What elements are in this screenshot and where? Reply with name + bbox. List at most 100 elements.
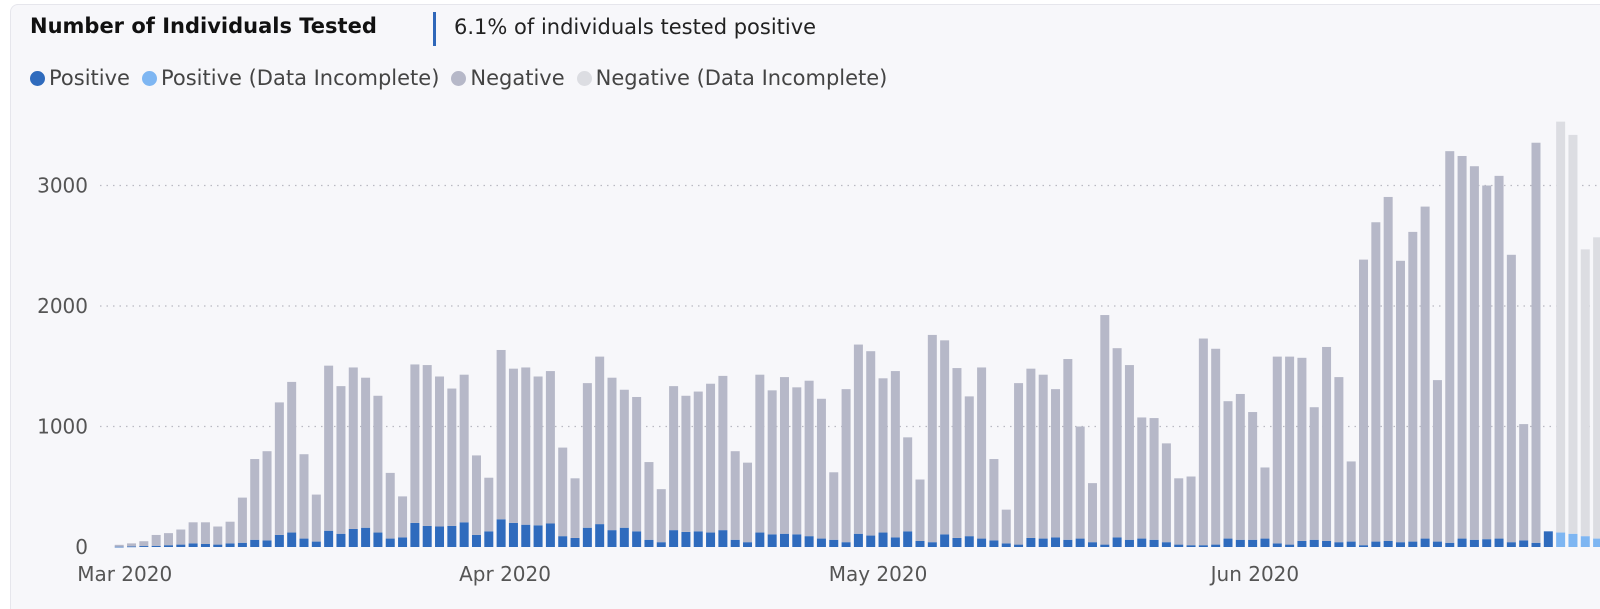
bar-negative[interactable] xyxy=(410,364,420,523)
bar-positive[interactable] xyxy=(151,545,161,547)
bar-negative[interactable] xyxy=(1346,461,1356,542)
bar-negative[interactable] xyxy=(1482,185,1492,540)
bar-negative[interactable] xyxy=(767,390,777,535)
day-bar[interactable] xyxy=(348,367,358,547)
bar-positive[interactable] xyxy=(1506,542,1516,547)
day-bar[interactable] xyxy=(619,389,629,547)
bar-positive[interactable] xyxy=(287,532,297,547)
day-bar[interactable] xyxy=(1322,346,1332,547)
bar-positive[interactable] xyxy=(508,522,518,547)
day-bar[interactable] xyxy=(533,376,543,547)
day-bar[interactable] xyxy=(1494,175,1504,547)
bar-positive[interactable] xyxy=(595,524,605,547)
day-bar[interactable] xyxy=(1161,443,1171,547)
bar-positive[interactable] xyxy=(1420,538,1430,547)
day-bar[interactable] xyxy=(952,368,962,547)
bar-positive[interactable] xyxy=(237,542,247,547)
bar-negative[interactable] xyxy=(373,395,383,533)
bar-negative[interactable] xyxy=(1014,383,1024,545)
bar-positive[interactable] xyxy=(582,527,592,547)
day-bar[interactable] xyxy=(903,437,913,547)
bar-positive[interactable] xyxy=(1322,540,1332,547)
day-bar[interactable] xyxy=(139,541,149,547)
bar-positive[interactable] xyxy=(114,546,124,548)
day-bar[interactable] xyxy=(964,396,974,547)
day-bar[interactable] xyxy=(779,377,789,547)
day-bar[interactable] xyxy=(237,497,247,547)
bar-negative[interactable] xyxy=(718,375,728,531)
bar-negative[interactable] xyxy=(484,477,494,532)
day-bar[interactable] xyxy=(1457,155,1467,547)
day-bar[interactable] xyxy=(1432,380,1442,547)
bar-positive[interactable] xyxy=(1359,545,1369,547)
bar-negative[interactable] xyxy=(656,489,666,543)
day-bar[interactable] xyxy=(1445,151,1455,547)
bar-positive[interactable] xyxy=(1543,531,1553,547)
bar-positive[interactable] xyxy=(977,538,987,547)
bar-negative[interactable] xyxy=(1297,357,1307,541)
day-bar[interactable] xyxy=(274,402,284,547)
bar-positive[interactable] xyxy=(669,530,679,547)
bar-positive[interactable] xyxy=(1198,545,1208,547)
bar-negative[interactable] xyxy=(1112,348,1122,538)
day-bar[interactable] xyxy=(545,371,555,547)
bar-positive[interactable] xyxy=(422,525,432,547)
bar-negative[interactable] xyxy=(582,383,592,528)
bar-negative[interactable] xyxy=(903,437,913,532)
bar-positive[interactable] xyxy=(324,530,334,547)
day-bar[interactable] xyxy=(508,368,518,547)
bar-positive[interactable] xyxy=(1149,539,1159,547)
day-bar[interactable] xyxy=(1334,377,1344,547)
day-bar[interactable] xyxy=(225,521,235,547)
bar-positive[interactable] xyxy=(755,532,765,547)
bar-positive[interactable] xyxy=(385,538,395,547)
bar-positive[interactable] xyxy=(348,528,358,547)
day-bar[interactable] xyxy=(656,489,666,547)
bar-positive[interactable] xyxy=(311,541,321,547)
day-bar[interactable] xyxy=(496,349,506,547)
day-bar[interactable] xyxy=(324,365,334,547)
bar-positive[interactable] xyxy=(1124,539,1134,547)
day-bar[interactable] xyxy=(1408,231,1418,547)
day-bar[interactable] xyxy=(607,377,617,547)
bar-negative[interactable] xyxy=(324,365,334,531)
day-bar[interactable] xyxy=(767,390,777,547)
bar-positive[interactable] xyxy=(656,542,666,547)
day-bar[interactable] xyxy=(915,479,925,547)
bar-negative[interactable] xyxy=(755,374,765,533)
legend-item-negative-incomplete[interactable]: Negative (Data Incomplete) xyxy=(576,66,887,90)
day-bar[interactable] xyxy=(1383,196,1393,547)
bar-positive[interactable] xyxy=(1494,538,1504,547)
bar-negative[interactable] xyxy=(1198,338,1208,546)
bar-negative[interactable] xyxy=(940,340,950,535)
day-bar[interactable] xyxy=(743,462,753,547)
bar-positive[interactable] xyxy=(841,542,851,547)
bar-positive[interactable] xyxy=(250,539,260,547)
bar-negative[interactable] xyxy=(545,371,555,524)
bar-negative[interactable] xyxy=(176,529,186,545)
bar-negative-incomplete[interactable] xyxy=(1593,237,1600,539)
day-bar[interactable] xyxy=(435,376,445,547)
bar-positive[interactable] xyxy=(952,537,962,547)
bar-negative[interactable] xyxy=(1494,175,1504,539)
day-bar[interactable] xyxy=(1285,356,1295,547)
bar-negative[interactable] xyxy=(1334,377,1344,543)
bar-positive[interactable] xyxy=(188,543,198,547)
day-bar[interactable] xyxy=(718,375,728,547)
bar-positive[interactable] xyxy=(1174,544,1184,547)
bar-negative[interactable] xyxy=(952,368,962,538)
day-bar[interactable] xyxy=(459,374,469,547)
day-bar[interactable] xyxy=(792,387,802,547)
bar-negative[interactable] xyxy=(422,365,432,526)
bar-positive[interactable] xyxy=(262,540,272,547)
bar-negative[interactable] xyxy=(1383,196,1393,541)
bar-negative[interactable] xyxy=(558,447,568,537)
bar-negative[interactable] xyxy=(1124,365,1134,540)
bar-positive[interactable] xyxy=(890,537,900,547)
bar-negative[interactable] xyxy=(619,389,629,528)
bar-positive[interactable] xyxy=(1408,541,1418,547)
bar-negative[interactable] xyxy=(1087,483,1097,543)
bar-positive[interactable] xyxy=(1272,543,1282,547)
bar-negative[interactable] xyxy=(878,378,888,533)
day-bar[interactable] xyxy=(1124,365,1134,547)
